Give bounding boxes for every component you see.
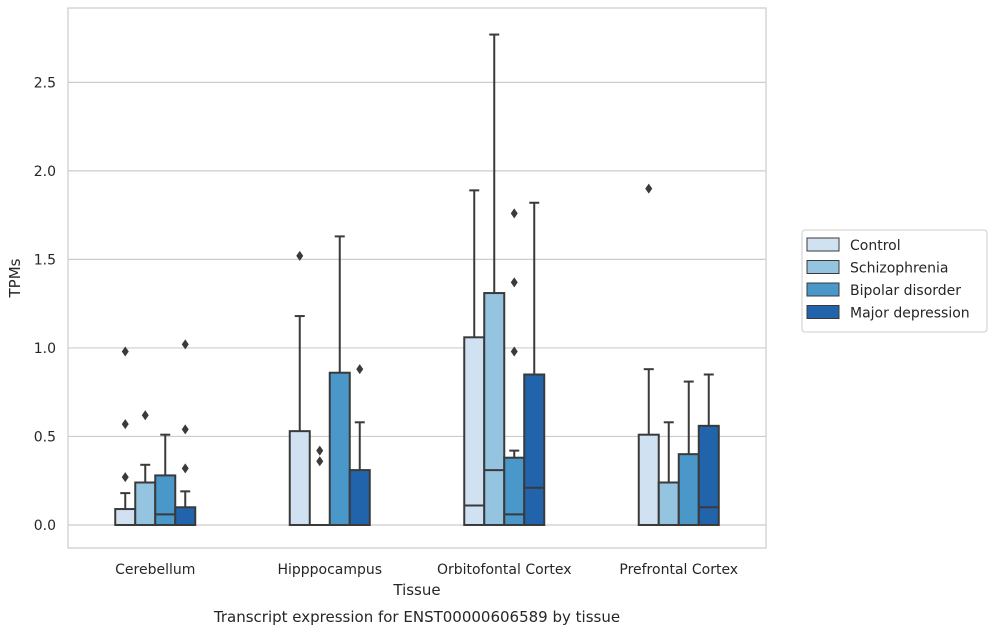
y-tick-label: 0.0	[34, 518, 56, 534]
box-bipolar-disorder	[154, 433, 177, 526]
box-body	[637, 433, 660, 526]
legend: Control Schizophrenia Bipolar disorder Majo…	[801, 229, 988, 333]
legend-frame	[801, 229, 988, 333]
box-body	[657, 481, 680, 526]
legend-label: Bipolar disorder	[850, 283, 961, 299]
box-schizophrenia	[308, 445, 331, 526]
box-body	[114, 508, 137, 526]
legend-swatch	[806, 305, 840, 319]
box-bipolar-disorder	[677, 380, 700, 526]
y-tick-label: 1.5	[34, 252, 56, 268]
y-ticks: 0.0 0.5 1.0 1.5 2.0 2.5	[34, 75, 56, 534]
box-schizophrenia	[483, 33, 506, 526]
plot-boxes	[114, 33, 720, 526]
box-body	[483, 292, 506, 526]
legend-swatch	[806, 237, 840, 252]
y-tick-label: 2.5	[34, 75, 56, 91]
outlier-point	[316, 456, 324, 467]
legend-label: Major depression	[850, 306, 970, 322]
x-axis-label: Tissue	[392, 581, 440, 599]
outlier-point	[121, 472, 129, 483]
box-major-depression	[523, 201, 546, 526]
outlier-point	[510, 346, 518, 357]
plot-frame	[67, 7, 767, 549]
chart-caption: Transcript expression for ENST0000060658…	[213, 608, 620, 626]
y-tick-label: 0.5	[34, 429, 56, 445]
y-tick-label: 1.0	[34, 341, 56, 357]
x-tick-label: Cerebellum	[115, 562, 195, 578]
outlier-point	[296, 250, 304, 261]
box-control	[637, 183, 660, 526]
box-body	[463, 336, 486, 526]
outlier-point	[356, 364, 364, 375]
box-body	[348, 469, 371, 526]
outlier-point	[510, 277, 518, 288]
outlier-point	[141, 410, 149, 421]
box-control	[288, 250, 311, 526]
box-body	[174, 506, 197, 526]
outlier-point	[181, 463, 189, 474]
box-body	[328, 371, 351, 526]
box-schizophrenia	[134, 410, 157, 526]
box-bipolar-disorder	[328, 235, 351, 526]
y-axis-label: TPMs	[6, 258, 24, 298]
box-body	[288, 430, 311, 526]
legend-label: Control	[850, 238, 901, 254]
legend-swatch	[806, 282, 840, 297]
legend-label: Schizophrenia	[850, 261, 948, 277]
legend-swatch	[806, 260, 840, 274]
x-ticks: Cerebellum Hipppocampus Orbitofontal Corte…	[115, 562, 738, 578]
box-control	[463, 189, 486, 526]
outlier-point	[181, 339, 189, 350]
box-body	[134, 481, 157, 526]
outlier-point	[121, 346, 129, 357]
box-body	[697, 424, 720, 526]
x-tick-label: Orbitofontal Cortex	[437, 562, 572, 578]
outlier-point	[121, 419, 129, 430]
outlier-point	[510, 208, 518, 219]
box-bipolar-disorder	[503, 208, 526, 526]
box-major-depression	[348, 364, 371, 526]
grid-lines	[68, 81, 766, 526]
box-major-depression	[697, 373, 720, 526]
outlier-point	[645, 183, 653, 194]
x-tick-label: Prefrontal Cortex	[619, 562, 738, 578]
box-schizophrenia	[657, 421, 680, 526]
box-body	[523, 373, 546, 526]
box-control	[114, 346, 137, 526]
box-body	[154, 474, 177, 526]
box-major-depression	[174, 339, 197, 526]
outlier-point	[316, 445, 324, 456]
y-tick-label: 2.0	[34, 164, 56, 180]
x-tick-label: Hipppocampus	[277, 562, 382, 578]
outlier-point	[181, 424, 189, 435]
box-body	[677, 453, 700, 526]
